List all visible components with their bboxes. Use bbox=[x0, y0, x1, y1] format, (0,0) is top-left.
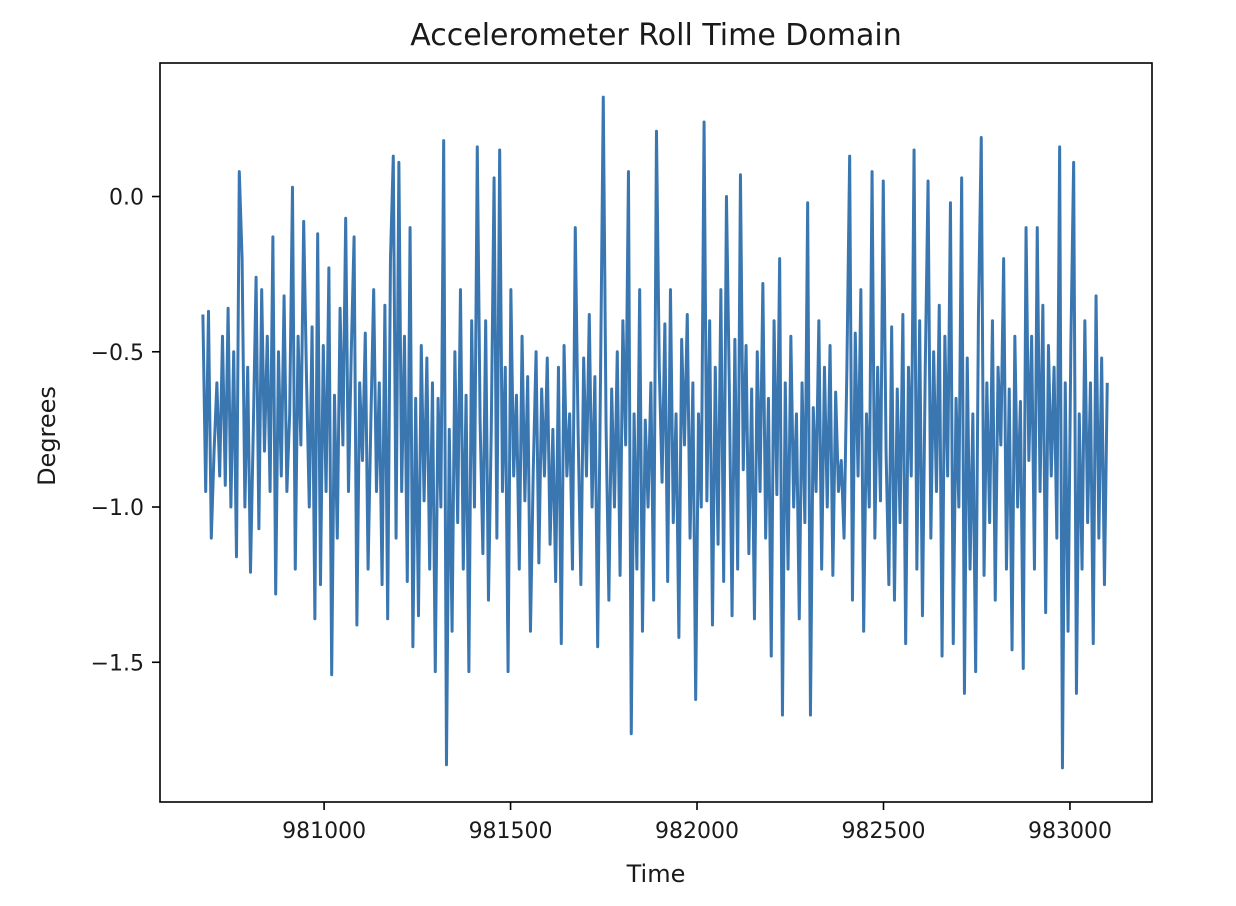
x-axis-label: Time bbox=[626, 860, 686, 888]
x-tick-label: 981500 bbox=[469, 819, 553, 844]
axes-frame bbox=[159, 62, 1153, 803]
chart-title: Accelerometer Roll Time Domain bbox=[410, 18, 901, 53]
plot-area bbox=[201, 95, 1109, 770]
x-tick-label: 982500 bbox=[841, 819, 925, 844]
y-tick-label: −0.5 bbox=[91, 341, 144, 366]
x-tick-label: 981000 bbox=[282, 819, 366, 844]
y-tick-label: 0.0 bbox=[109, 186, 144, 211]
y-axis: 0.0 −0.5 −1.0 −1.5 bbox=[91, 186, 160, 676]
series-line-0 bbox=[201, 95, 1109, 770]
y-tick-label: −1.0 bbox=[91, 496, 144, 521]
x-axis: 981000 981500 982000 982500 983000 bbox=[282, 802, 1112, 844]
x-tick-label: 983000 bbox=[1028, 819, 1112, 844]
y-tick-label: −1.5 bbox=[91, 651, 144, 676]
x-tick-label: 982000 bbox=[655, 819, 739, 844]
y-axis-label: Degrees bbox=[33, 386, 61, 486]
